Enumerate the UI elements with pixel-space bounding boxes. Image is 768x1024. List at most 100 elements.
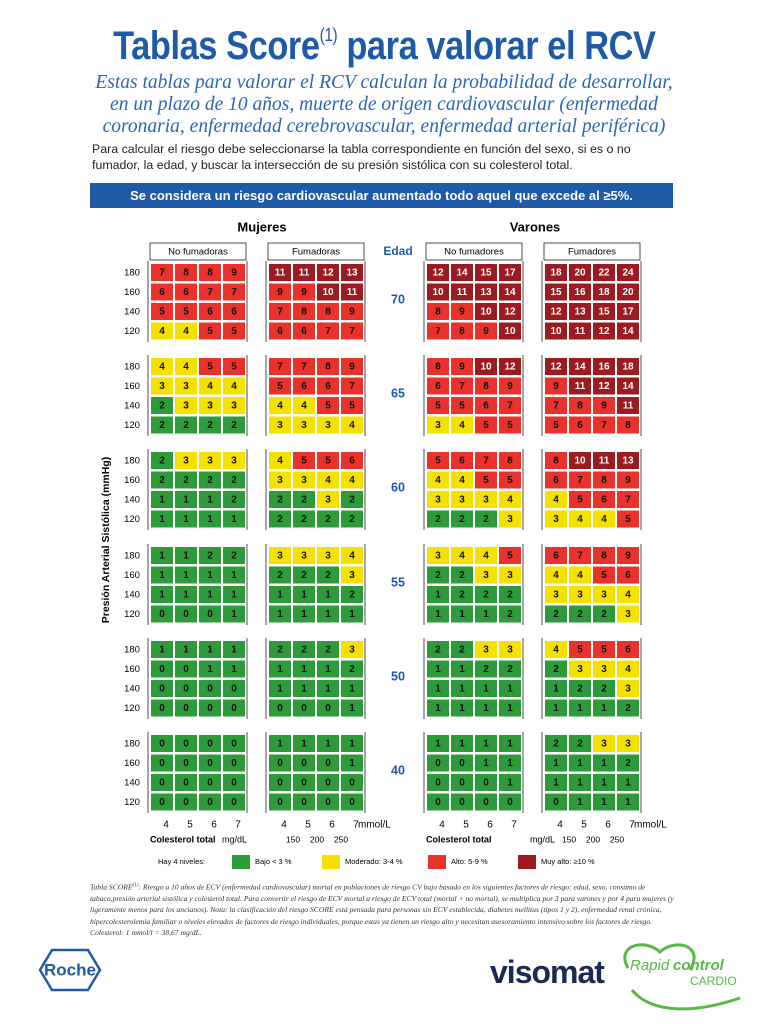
risk-value: 12 <box>504 361 516 372</box>
risk-value: 1 <box>231 570 237 581</box>
risk-value: 3 <box>349 570 355 581</box>
y-axis-label: Presión Arterial Sistólica (mmHg) <box>100 457 112 624</box>
risk-value: 3 <box>183 455 189 466</box>
risk-value: 0 <box>301 797 307 808</box>
risk-value: 5 <box>483 475 489 486</box>
chol-tick: 5 <box>305 820 311 831</box>
risk-value: 4 <box>459 420 465 431</box>
risk-value: 3 <box>507 514 513 525</box>
age-label: 40 <box>391 763 405 777</box>
risk-cell <box>151 452 173 469</box>
risk-cell <box>223 264 245 281</box>
risk-cell <box>293 793 315 811</box>
mgdl-tick: 250 <box>610 834 624 844</box>
risk-cell <box>269 774 291 791</box>
sbp-label: 120 <box>124 609 140 620</box>
risk-value: 1 <box>435 703 441 714</box>
risk-cell <box>451 566 473 584</box>
risk-cell <box>451 680 473 697</box>
risk-value: 1 <box>207 644 213 655</box>
quadrant-header-box <box>149 242 247 261</box>
risk-value: 17 <box>622 306 634 317</box>
risk-value: 2 <box>459 589 465 600</box>
risk-value: 6 <box>349 455 355 466</box>
risk-value: 3 <box>159 381 165 392</box>
risk-value: 1 <box>435 664 441 675</box>
cardio-logo: CARDIO <box>690 974 737 988</box>
legend-label: Muy alto: ≥10 % <box>541 857 595 866</box>
risk-value: 0 <box>349 797 355 808</box>
sbp-label: 160 <box>124 664 140 675</box>
risk-cell <box>151 510 173 528</box>
title-sup: (1) <box>319 25 337 45</box>
risk-cell <box>475 452 497 469</box>
risk-value: 1 <box>159 514 165 525</box>
risk-value: 4 <box>601 514 607 525</box>
risk-value: 2 <box>459 570 465 581</box>
risk-cell <box>593 699 615 717</box>
risk-cell <box>293 264 315 281</box>
risk-cell <box>199 471 221 489</box>
risk-cell <box>475 377 497 395</box>
risk-value: 2 <box>325 644 331 655</box>
risk-value: 1 <box>159 570 165 581</box>
chol-tick: 6 <box>211 820 217 831</box>
risk-cell <box>317 264 339 281</box>
risk-value: 2 <box>231 420 237 431</box>
risk-value: 8 <box>601 475 607 486</box>
risk-cell <box>151 660 173 678</box>
risk-cell <box>593 680 615 697</box>
risk-value: 2 <box>159 475 165 486</box>
risk-cell <box>451 471 473 489</box>
risk-value: 1 <box>207 664 213 675</box>
risk-cell <box>617 586 639 603</box>
rapid-logo: Rapid <box>630 957 670 974</box>
risk-value: 4 <box>277 400 283 411</box>
risk-cell <box>341 377 363 395</box>
risk-cell <box>593 491 615 508</box>
risk-value: 6 <box>553 475 559 486</box>
risk-cell <box>151 641 173 658</box>
risk-cell <box>223 793 245 811</box>
risk-cell <box>341 547 363 564</box>
risk-cell <box>269 680 291 697</box>
risk-cell <box>293 397 315 414</box>
risk-cell <box>151 774 173 791</box>
risk-cell <box>569 793 591 811</box>
chol-tick: 7 <box>629 820 635 831</box>
risk-cell <box>293 774 315 791</box>
risk-value: 5 <box>231 326 237 337</box>
risk-cell <box>593 774 615 791</box>
risk-cell <box>293 510 315 528</box>
risk-value: 15 <box>550 287 562 298</box>
risk-value: 3 <box>625 683 631 694</box>
mgdl-tick: 150 <box>286 834 300 844</box>
age-label: 50 <box>391 669 405 683</box>
chol-tick: 6 <box>487 820 493 831</box>
risk-cell <box>175 735 197 752</box>
risk-value: 10 <box>550 326 562 337</box>
risk-value: 3 <box>301 420 307 431</box>
risk-cell <box>199 660 221 678</box>
risk-value: 6 <box>625 644 631 655</box>
risk-cell <box>427 680 449 697</box>
risk-value: 12 <box>598 326 610 337</box>
risk-cell <box>475 303 497 320</box>
risk-cell <box>293 283 315 301</box>
risk-value: 1 <box>459 609 465 620</box>
risk-cell <box>617 680 639 697</box>
risk-cell <box>499 452 521 469</box>
risk-cell <box>151 605 173 623</box>
chol-tick: 6 <box>605 820 611 831</box>
risk-value: 4 <box>459 475 465 486</box>
risk-cell <box>293 322 315 340</box>
risk-cell <box>269 416 291 434</box>
risk-value: 2 <box>277 494 283 505</box>
risk-value: 0 <box>231 683 237 694</box>
sbp-label: 160 <box>124 570 140 581</box>
risk-cell <box>317 774 339 791</box>
risk-cell <box>569 680 591 697</box>
risk-value: 9 <box>625 550 631 561</box>
risk-cell <box>545 735 567 752</box>
sbp-label: 120 <box>124 797 140 808</box>
